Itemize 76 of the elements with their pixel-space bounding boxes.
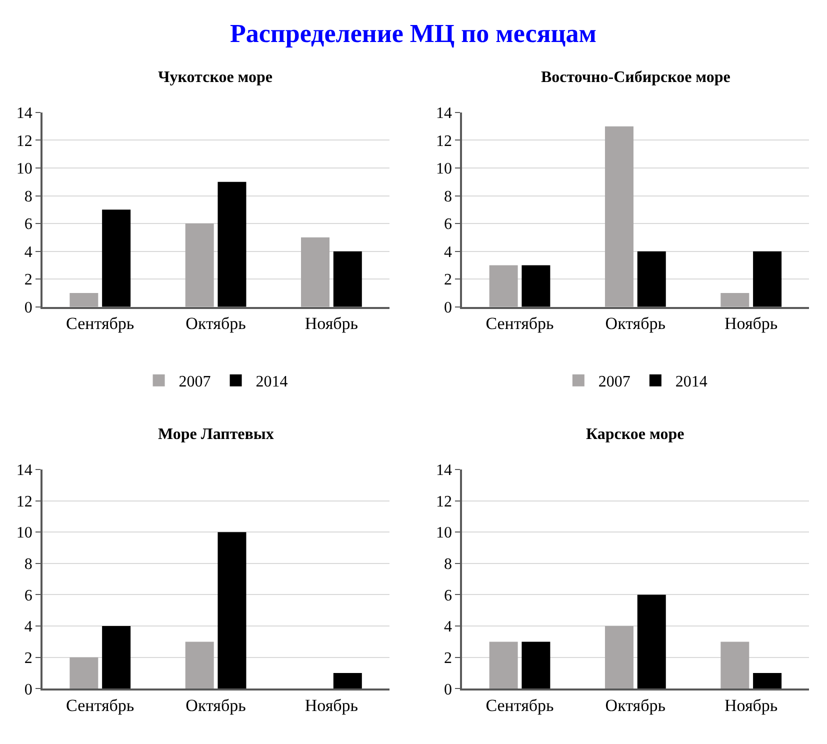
y-tick-label: 10 bbox=[436, 524, 452, 542]
bar bbox=[604, 126, 634, 307]
bar bbox=[753, 673, 782, 689]
y-tick-label: 14 bbox=[436, 462, 452, 480]
legend-label: 2007 bbox=[178, 374, 211, 391]
bar bbox=[489, 265, 518, 307]
x-tick-label: Ноябрь bbox=[304, 696, 358, 715]
y-tick-label: 2 bbox=[24, 272, 32, 289]
x-tick-label: Ноябрь bbox=[724, 696, 778, 715]
bar bbox=[753, 251, 782, 307]
y-tick-label: 6 bbox=[444, 216, 452, 234]
chart-title: Восточно-Сибирское море bbox=[541, 69, 730, 86]
bar bbox=[604, 626, 634, 689]
y-tick-label: 6 bbox=[444, 587, 452, 604]
x-tick-label: Сентябрь bbox=[66, 314, 134, 334]
y-tick-label: 0 bbox=[24, 299, 32, 316]
chart-title: Карское море bbox=[586, 426, 684, 443]
y-tick-label: 0 bbox=[444, 299, 452, 316]
legend-label: 2007 bbox=[598, 374, 630, 391]
y-tick-label: 10 bbox=[16, 160, 32, 178]
y-tick-label: 8 bbox=[444, 556, 452, 574]
bar bbox=[489, 642, 518, 689]
legend-label: 2014 bbox=[256, 374, 288, 391]
y-tick-label: 14 bbox=[16, 462, 32, 480]
y-tick-label: 12 bbox=[16, 132, 32, 150]
bar bbox=[333, 251, 362, 307]
y-tick-label: 4 bbox=[444, 244, 452, 261]
bar bbox=[522, 642, 550, 689]
y-tick-label: 8 bbox=[24, 188, 32, 206]
bar bbox=[637, 594, 666, 689]
y-tick-label: 10 bbox=[16, 524, 32, 542]
x-tick-label: Ноябрь bbox=[304, 314, 358, 334]
y-tick-label: 14 bbox=[436, 105, 452, 122]
y-tick-label: 0 bbox=[24, 681, 32, 698]
x-tick-label: Сентябрь bbox=[66, 696, 134, 715]
bar bbox=[218, 182, 246, 307]
bar bbox=[218, 532, 246, 689]
y-tick-label: 14 bbox=[16, 105, 32, 122]
y-tick-label: 2 bbox=[24, 650, 32, 667]
bar bbox=[720, 292, 750, 307]
y-tick-label: 10 bbox=[436, 160, 452, 178]
y-tick-label: 6 bbox=[24, 216, 32, 234]
x-tick-label: Сентябрь bbox=[486, 696, 554, 715]
y-tick-label: 4 bbox=[24, 244, 32, 261]
bar bbox=[301, 237, 330, 307]
y-tick-label: 6 bbox=[24, 587, 32, 604]
y-tick-label: 12 bbox=[436, 493, 452, 510]
bar bbox=[70, 292, 98, 307]
x-tick-label: Ноябрь bbox=[724, 314, 778, 334]
bar bbox=[102, 210, 131, 307]
y-tick-label: 8 bbox=[24, 556, 32, 574]
text: Распределение МЦ по месяцам bbox=[230, 19, 596, 48]
x-tick-label: Октябрь bbox=[605, 696, 666, 715]
bar bbox=[333, 673, 362, 689]
bar bbox=[185, 224, 214, 307]
x-tick-label: Октябрь bbox=[186, 314, 246, 334]
bar bbox=[102, 626, 131, 689]
y-tick-label: 8 bbox=[444, 188, 452, 206]
y-tick-label: 0 bbox=[444, 681, 452, 698]
y-tick-label: 4 bbox=[24, 618, 32, 636]
chart-title: Море Лаптевых bbox=[158, 426, 274, 443]
x-tick-label: Сентябрь bbox=[486, 314, 554, 334]
y-tick-label: 2 bbox=[444, 272, 452, 289]
y-tick-label: 12 bbox=[16, 493, 32, 510]
chart-title: Чукотское море bbox=[158, 69, 272, 86]
bar bbox=[70, 657, 98, 689]
x-tick-label: Октябрь bbox=[186, 696, 246, 715]
bar bbox=[522, 265, 550, 307]
y-tick-label: 12 bbox=[436, 132, 452, 150]
bar bbox=[720, 642, 750, 689]
bar bbox=[185, 642, 214, 689]
y-tick-label: 4 bbox=[444, 618, 452, 636]
bar bbox=[637, 251, 666, 307]
y-tick-label: 2 bbox=[444, 650, 452, 667]
legend-label: 2014 bbox=[675, 374, 708, 391]
x-tick-label: Октябрь bbox=[605, 314, 666, 334]
